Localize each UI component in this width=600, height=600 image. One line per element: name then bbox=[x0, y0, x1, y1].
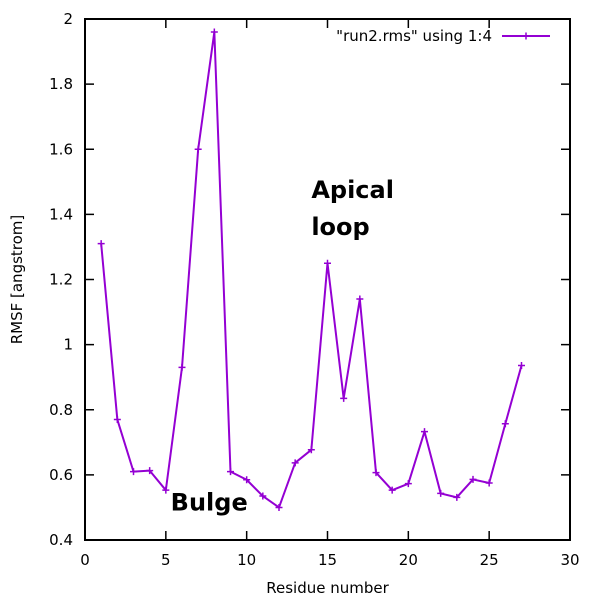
data-point bbox=[146, 467, 154, 475]
data-point bbox=[291, 459, 299, 467]
x-tick-label: 15 bbox=[318, 551, 337, 569]
data-point bbox=[210, 28, 218, 36]
y-tick-label: 0.8 bbox=[49, 401, 73, 419]
data-point bbox=[518, 361, 525, 369]
data-point bbox=[227, 468, 234, 476]
y-tick-label: 1.8 bbox=[49, 75, 73, 93]
data-point bbox=[324, 259, 331, 267]
x-tick-label: 0 bbox=[80, 551, 90, 569]
data-point bbox=[388, 486, 396, 494]
x-tick-label: 20 bbox=[399, 551, 418, 569]
data-point bbox=[194, 145, 202, 153]
data-point bbox=[372, 469, 380, 477]
data-point bbox=[113, 416, 121, 424]
data-point bbox=[453, 493, 461, 501]
annotations: Apical loop Bulge bbox=[171, 176, 394, 517]
series-line bbox=[100, 31, 523, 509]
legend-label: "run2.rms" using 1:4 bbox=[336, 27, 492, 45]
data-point bbox=[501, 420, 509, 428]
y-tick-label: 0.6 bbox=[49, 466, 73, 484]
data-point bbox=[356, 295, 364, 303]
x-tick-label: 10 bbox=[237, 551, 256, 569]
ticks bbox=[84, 18, 571, 541]
data-point bbox=[97, 240, 105, 248]
annotation-label: Apical loop bbox=[311, 176, 394, 241]
data-point bbox=[340, 394, 348, 402]
data-point bbox=[243, 476, 251, 484]
y-tick-label: 1 bbox=[63, 336, 73, 354]
data-point bbox=[275, 503, 283, 511]
y-tick-label: 0.4 bbox=[49, 531, 73, 549]
annotation-line: Apical bbox=[311, 176, 394, 204]
data-point bbox=[259, 492, 267, 500]
annotation-line: loop bbox=[311, 213, 369, 241]
data-point bbox=[404, 480, 412, 488]
legend-marker bbox=[522, 32, 530, 40]
data-point bbox=[162, 486, 170, 494]
series-group bbox=[97, 28, 525, 511]
axes bbox=[84, 18, 571, 541]
legend: "run2.rms" using 1:4 bbox=[336, 27, 550, 45]
data-point bbox=[485, 479, 493, 487]
y-tick-label: 2 bbox=[63, 10, 73, 28]
data-point bbox=[178, 363, 186, 371]
data-point bbox=[437, 489, 445, 497]
x-tick-label: 5 bbox=[161, 551, 171, 569]
data-point bbox=[130, 468, 137, 476]
y-axis-title: RMSF [angstrom] bbox=[8, 215, 26, 345]
tick-labels: 0 5 10 15 20 25 30 0.4 0.6 0.8 1 1.2 1.4 1.6 1.8 2 bbox=[49, 10, 579, 569]
y-tick-label: 1.4 bbox=[49, 205, 73, 223]
data-point bbox=[307, 446, 315, 454]
y-tick-label: 1.2 bbox=[49, 271, 73, 289]
annotation-label: Bulge bbox=[171, 489, 248, 517]
x-axis-title: Residue number bbox=[266, 579, 389, 597]
data-point bbox=[469, 475, 477, 483]
plot-frame bbox=[84, 18, 571, 541]
y-tick-label: 1.6 bbox=[49, 140, 73, 158]
annotation-line: Bulge bbox=[171, 489, 248, 517]
x-tick-label: 25 bbox=[480, 551, 499, 569]
x-tick-label: 30 bbox=[560, 551, 579, 569]
data-point bbox=[421, 428, 428, 436]
